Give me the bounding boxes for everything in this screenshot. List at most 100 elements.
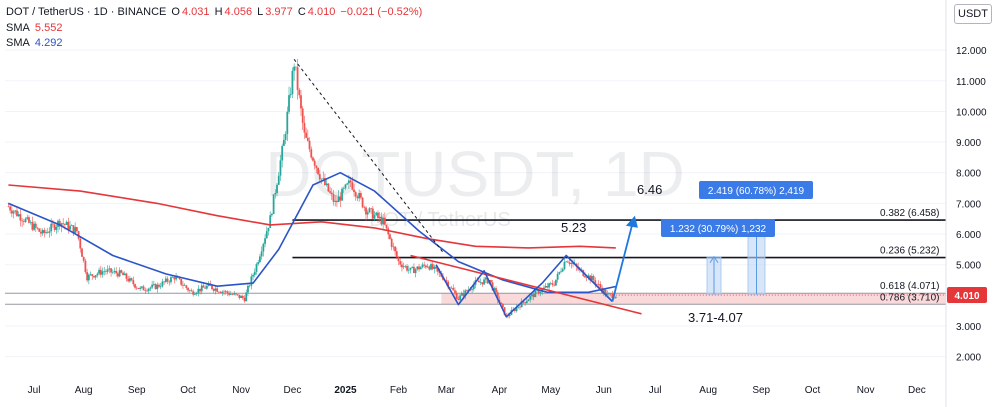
candle-body	[383, 217, 386, 225]
candle-body	[407, 269, 410, 271]
support-zone-rect	[441, 293, 946, 305]
x-tick-12: Jul	[649, 385, 662, 396]
candle-body	[471, 289, 473, 290]
candle-body	[329, 191, 331, 193]
candle-body	[462, 293, 465, 297]
candle-body	[12, 211, 15, 214]
drawings[interactable]: 6.46 5.23 3.71-4.07	[293, 58, 743, 325]
candle-body	[229, 294, 232, 295]
candle-body	[228, 293, 231, 295]
candle-body	[337, 196, 340, 203]
candle-body	[89, 274, 92, 275]
candle-body	[152, 283, 155, 285]
candle-body	[16, 210, 18, 217]
measure-boxes[interactable]: 2.419 (60.78%) 2,419 1.232 (30.79%) 1,232	[661, 181, 813, 295]
candle-body	[65, 221, 68, 225]
candle-body	[260, 251, 263, 257]
x-tick-16: Nov	[857, 385, 875, 396]
last-price-tag: 4.010	[954, 291, 979, 302]
candle-body	[72, 225, 75, 233]
y-tick-2: 10.000	[956, 107, 987, 118]
time-axis[interactable]: Jul Aug Sep Oct Nov Dec 2025 Feb Mar Apr May Jun Jul…	[28, 385, 926, 396]
candle-body	[336, 200, 338, 203]
candle-body	[450, 287, 453, 289]
symbol-label[interactable]: DOT / TetherUS · 1D · BINANCE	[6, 6, 167, 18]
candle-body	[493, 288, 496, 291]
candle-body	[431, 264, 434, 269]
sma-legend-long[interactable]: SMA 5.552	[6, 22, 64, 34]
currency-badge[interactable]: USDT	[954, 4, 992, 24]
candle-body	[38, 228, 41, 232]
candle-body	[478, 280, 480, 283]
candle-body	[371, 208, 374, 219]
candle-body	[96, 273, 99, 276]
candle-body	[373, 214, 376, 219]
low-value: 3.977	[265, 6, 293, 18]
support-zone[interactable]	[441, 293, 946, 305]
candle-body	[428, 266, 431, 270]
candle-body	[423, 264, 426, 266]
x-tick-4: Nov	[232, 385, 250, 396]
candle-body	[235, 293, 237, 295]
candle-body	[334, 200, 337, 202]
candle-body	[175, 276, 177, 280]
price-axis[interactable]: 12.000 11.000 10.000 9.000 8.000 7.000 6.000 5.…	[615, 0, 987, 407]
candle-body	[317, 167, 319, 175]
candle-body	[10, 210, 13, 214]
candle-body	[178, 277, 181, 280]
fib-label-3: 0.786 (3.710)	[880, 292, 940, 303]
y-tick-0: 12.000	[956, 46, 987, 57]
candle-body	[93, 276, 95, 278]
candle-body	[481, 282, 484, 285]
candle-body	[277, 175, 280, 185]
sma-long-line	[8, 184, 616, 249]
candle-body	[151, 284, 154, 288]
candle-body	[223, 291, 225, 293]
candle-body	[414, 269, 417, 274]
candle-body	[190, 290, 193, 292]
candle-body	[108, 268, 111, 270]
candle-body	[149, 287, 152, 289]
candle-body	[368, 208, 371, 213]
sma-legend-short[interactable]: SMA 4.292	[6, 37, 64, 49]
candle-body	[354, 192, 357, 197]
box-mid-label-bg	[661, 219, 775, 237]
candle-body	[105, 271, 107, 272]
candle-body	[125, 273, 128, 279]
candle-body	[194, 294, 196, 295]
candle-body	[472, 284, 475, 290]
candle-body	[413, 266, 415, 274]
box-high-label-bg	[699, 181, 813, 199]
candle-body	[46, 232, 49, 233]
candle-body	[219, 292, 222, 293]
candle-body	[248, 285, 251, 287]
candle-body	[173, 277, 176, 280]
change-value: −0.021 (−0.52%)	[340, 6, 423, 18]
candle-body	[303, 122, 306, 133]
candle-body	[551, 283, 554, 285]
candle-body	[560, 271, 562, 272]
fib-levels[interactable]: 0.382 (6.458) 0.236 (5.232) 0.618 (4.071)0…	[5, 208, 946, 305]
support-zone-label: 3.71-4.07	[688, 310, 743, 325]
candle-body	[435, 266, 438, 269]
candle-body	[94, 275, 97, 278]
candle-body	[572, 263, 574, 265]
candle-body	[389, 234, 391, 239]
candle-body	[192, 291, 195, 295]
candle-body	[221, 291, 224, 293]
candle-body	[33, 223, 35, 230]
low-label: L	[257, 6, 264, 18]
candle-body	[171, 277, 174, 278]
candle-body	[231, 294, 234, 295]
candle-body	[570, 263, 573, 264]
candle-body	[503, 307, 506, 316]
candle-body	[58, 220, 61, 227]
candle-body	[496, 292, 499, 300]
y-tick-5: 7.000	[956, 199, 981, 210]
candle-body	[293, 66, 296, 71]
candle-body	[310, 149, 313, 158]
candle-body	[286, 111, 289, 134]
candle-body	[585, 277, 588, 279]
candle-body	[91, 274, 94, 277]
